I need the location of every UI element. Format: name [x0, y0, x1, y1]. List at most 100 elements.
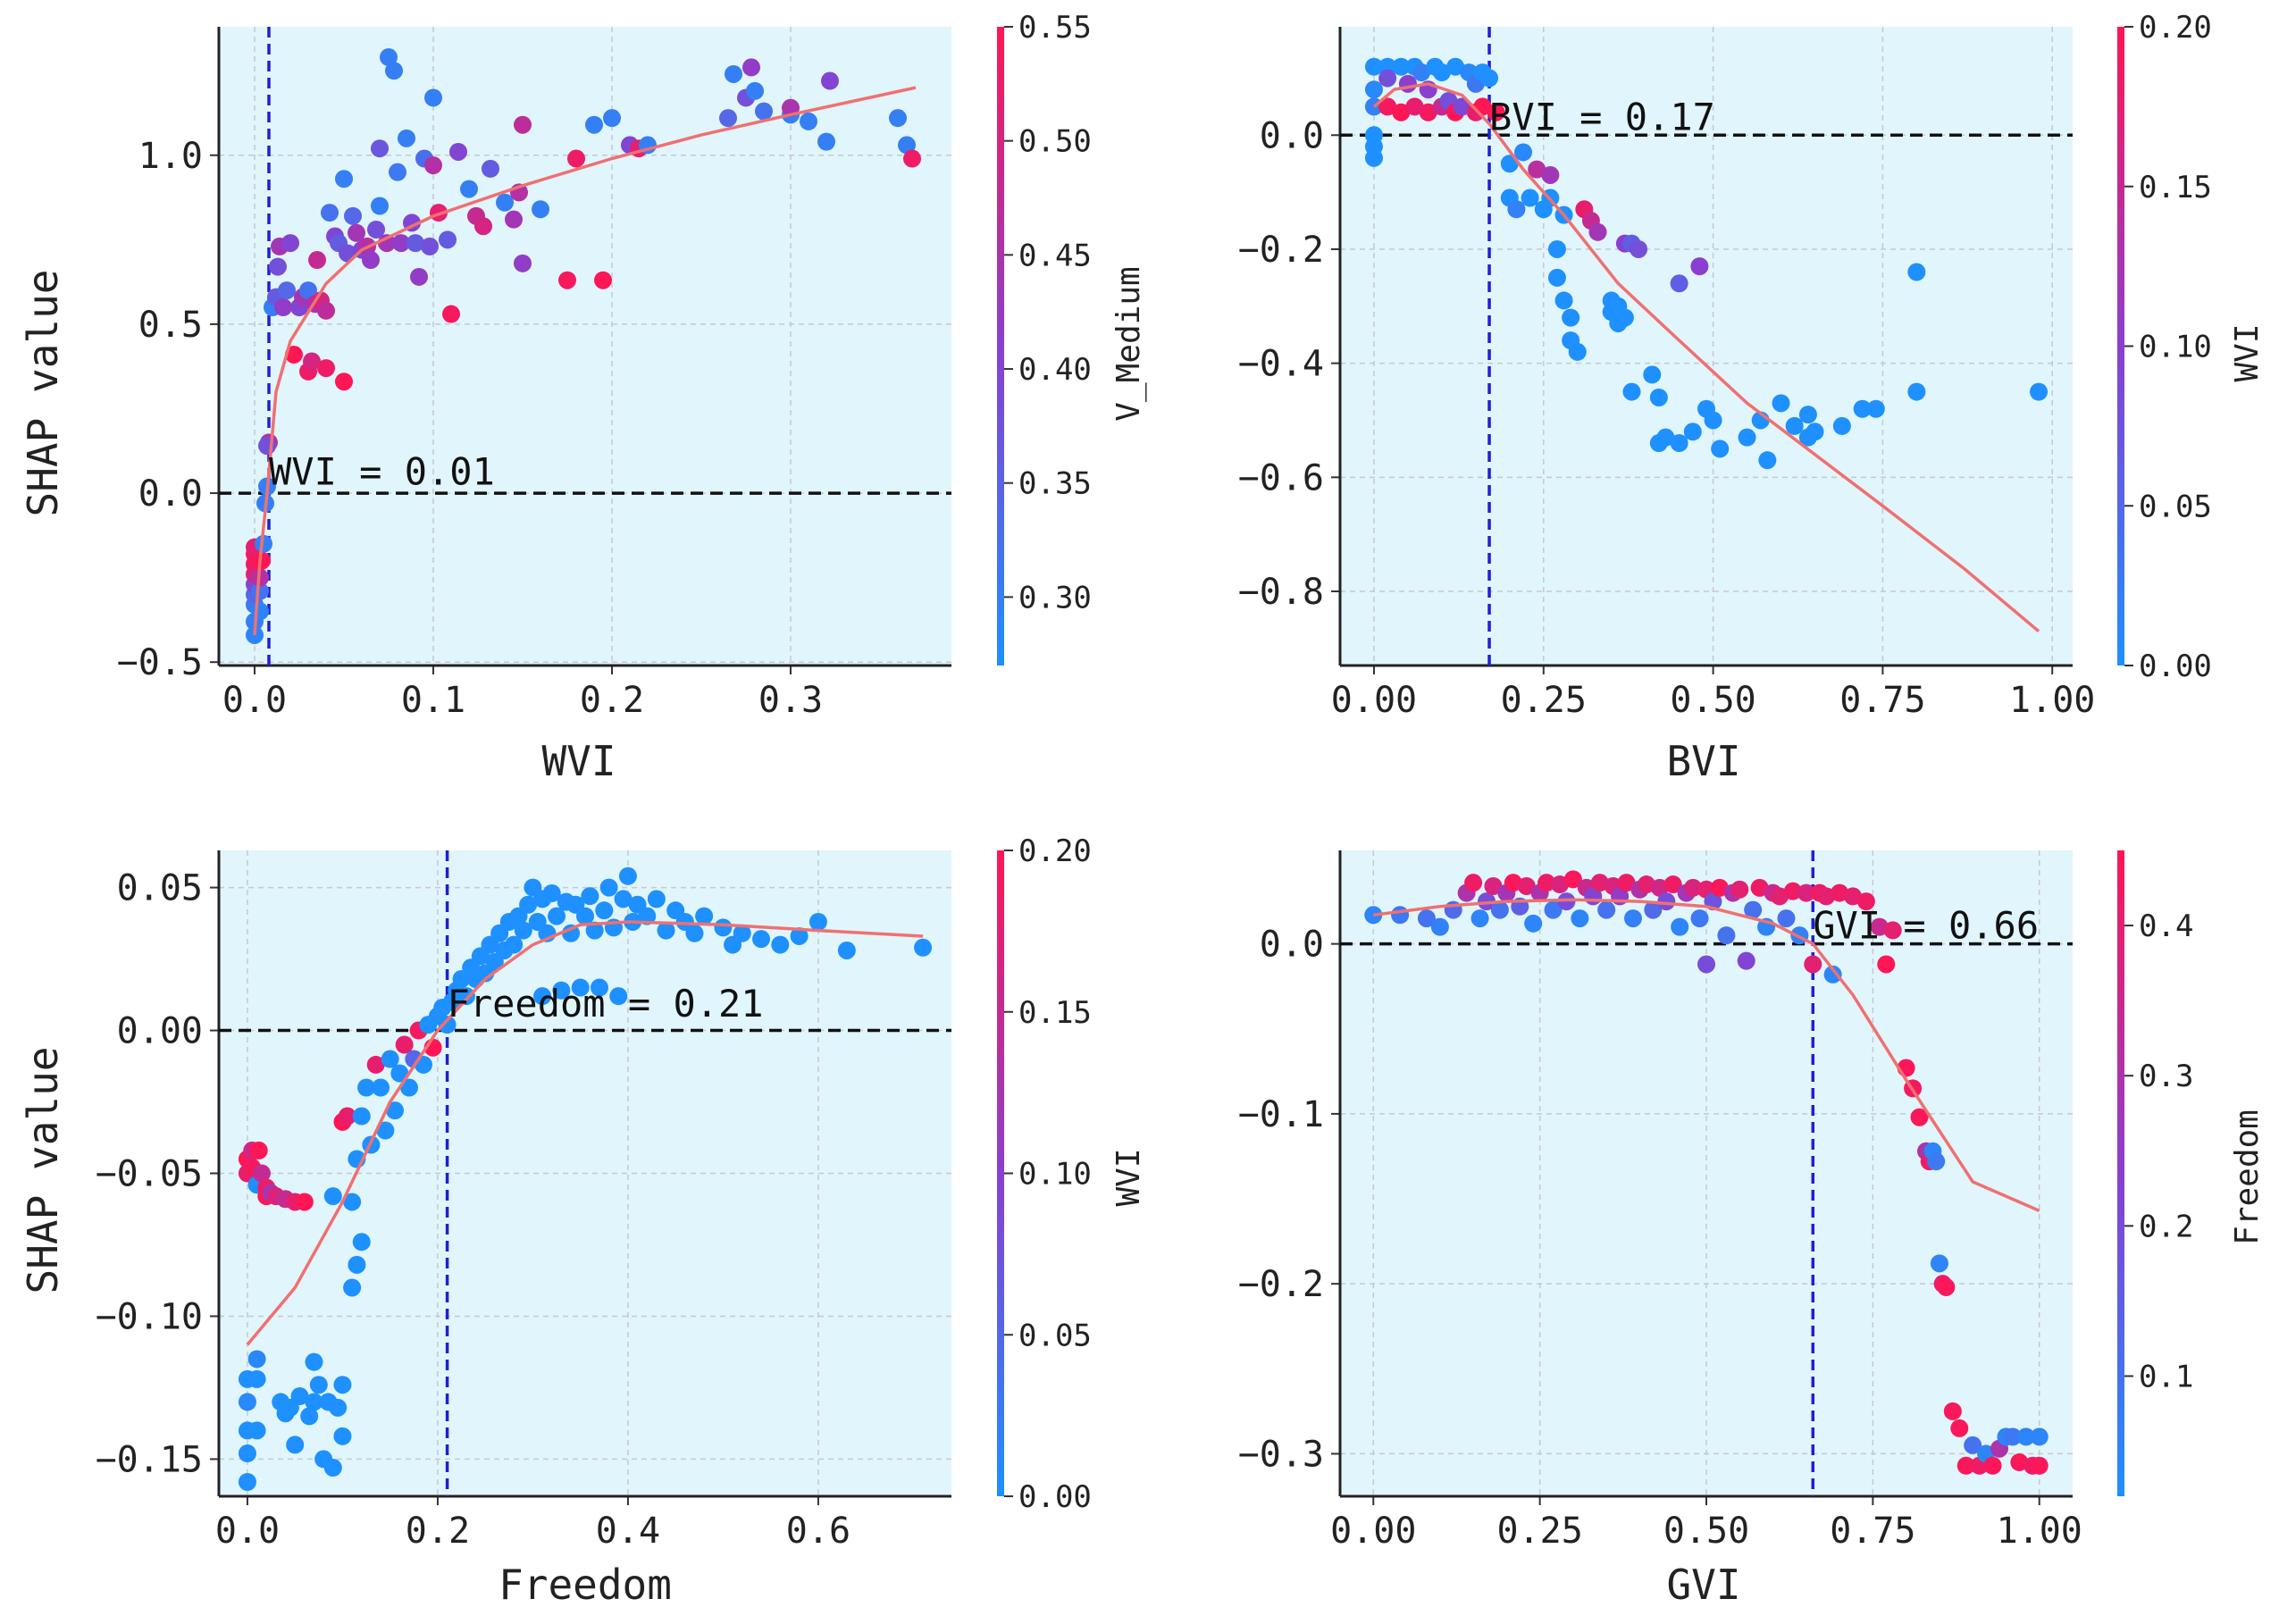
- data-point: [442, 305, 460, 323]
- data-point: [903, 149, 921, 168]
- colorbar-tick-label: 0.00: [2139, 649, 2212, 684]
- data-point: [1671, 917, 1689, 936]
- data-point: [647, 890, 666, 908]
- y-tick-label: −0.6: [1238, 457, 1324, 498]
- data-point: [1798, 406, 1817, 424]
- data-point: [542, 883, 561, 902]
- data-point: [532, 200, 549, 219]
- threshold-annotation: Freedom = 0.21: [448, 982, 764, 1025]
- x-tick-label: 0.3: [758, 680, 823, 721]
- data-point: [1644, 900, 1663, 919]
- data-point: [1907, 263, 1926, 281]
- data-point: [343, 1278, 362, 1297]
- data-point: [1877, 955, 1896, 974]
- data-point: [1392, 57, 1411, 76]
- y-tick-label: −0.05: [96, 1154, 203, 1195]
- colorbar-tick-label: 0.00: [1018, 1479, 1092, 1515]
- x-tick-label: 0.2: [406, 1511, 470, 1552]
- colorbar-tick-label: 0.20: [2139, 10, 2212, 46]
- y-tick-label: 0.0: [1260, 115, 1324, 156]
- colorbar-tick-label: 0.55: [1018, 10, 1092, 46]
- data-point: [323, 1459, 342, 1478]
- data-point: [1690, 909, 1709, 928]
- data-point: [1624, 909, 1642, 928]
- data-point: [1657, 892, 1676, 911]
- data-point: [585, 921, 604, 940]
- x-axis-label: BVI: [1666, 737, 1740, 785]
- data-point: [399, 1078, 418, 1097]
- data-point: [238, 1444, 256, 1463]
- data-point: [1737, 951, 1755, 970]
- data-point: [295, 1193, 314, 1211]
- data-point: [1656, 428, 1675, 447]
- data-point: [305, 1393, 323, 1411]
- data-point: [1563, 870, 1582, 889]
- data-point: [809, 912, 827, 931]
- data-point: [1547, 268, 1566, 287]
- y-axis-label: SHAP value: [19, 270, 67, 517]
- y-tick-label: 0.05: [117, 868, 203, 909]
- data-point: [1956, 1456, 1975, 1475]
- x-tick-label: 0.2: [580, 680, 644, 721]
- x-axis-label: WVI: [541, 737, 616, 785]
- data-point: [638, 907, 657, 925]
- y-tick-label: −0.1: [1238, 1094, 1324, 1135]
- data-point: [1446, 57, 1465, 76]
- data-point: [238, 1473, 256, 1492]
- x-tick-label: 1.00: [1997, 1511, 2082, 1552]
- data-point: [1704, 411, 1722, 430]
- data-point: [1717, 926, 1736, 945]
- data-point: [1412, 63, 1431, 82]
- data-point: [1470, 909, 1489, 928]
- colorbar-tick-label: 0.15: [1018, 995, 1092, 1031]
- data-point: [1544, 900, 1563, 919]
- data-point: [567, 149, 585, 168]
- x-tick-label: 0.25: [1501, 680, 1587, 721]
- y-tick-label: −0.10: [96, 1296, 203, 1337]
- trend-line: [253, 86, 917, 636]
- data-point: [247, 1421, 266, 1440]
- data-point: [251, 582, 269, 600]
- data-point: [278, 281, 296, 300]
- data-point: [514, 254, 532, 272]
- x-tick-label: 0.25: [1496, 1511, 1582, 1552]
- data-point: [333, 1427, 352, 1445]
- panel-wvi: 0.0 0.1 0.2 0.3 −0.5 0.0 0.5 1.0 0.30 0.35 0.40 0.4…: [19, 10, 1147, 785]
- data-point: [889, 109, 907, 128]
- data-point: [603, 109, 621, 128]
- data-point: [285, 345, 303, 364]
- y-tick-label: −0.3: [1238, 1434, 1324, 1475]
- data-point: [1683, 423, 1702, 441]
- x-tick-label: 1.00: [2009, 680, 2095, 721]
- data-point: [1797, 883, 1815, 902]
- data-point: [1777, 909, 1796, 928]
- data-point: [333, 1376, 352, 1394]
- data-point: [558, 271, 576, 289]
- data-point: [1853, 399, 1872, 418]
- data-point: [1950, 1419, 1969, 1437]
- data-point: [1930, 1254, 1948, 1273]
- y-tick-label: 0.00: [117, 1011, 203, 1052]
- x-tick-label: 0.75: [1839, 680, 1925, 721]
- data-point: [460, 180, 478, 198]
- data-point: [562, 924, 581, 942]
- data-point: [1785, 416, 1804, 435]
- data-point: [252, 1164, 271, 1183]
- colorbar-tick-label: 0.05: [2139, 489, 2212, 524]
- data-point: [1364, 57, 1383, 76]
- data-point: [657, 921, 675, 940]
- data-point: [274, 297, 292, 316]
- data-point: [300, 1407, 319, 1426]
- data-point: [372, 1078, 390, 1097]
- data-point: [514, 115, 532, 134]
- data-point: [1484, 876, 1503, 895]
- x-tick-label: 0.0: [215, 1511, 280, 1552]
- data-point: [2030, 382, 2049, 401]
- colorbar-tick-label: 0.10: [1018, 1157, 1092, 1193]
- data-point: [685, 924, 704, 942]
- data-point: [1910, 1108, 1929, 1126]
- data-point: [1615, 308, 1634, 327]
- data-point: [367, 220, 385, 239]
- data-point: [1866, 399, 1885, 418]
- data-point: [1730, 880, 1749, 899]
